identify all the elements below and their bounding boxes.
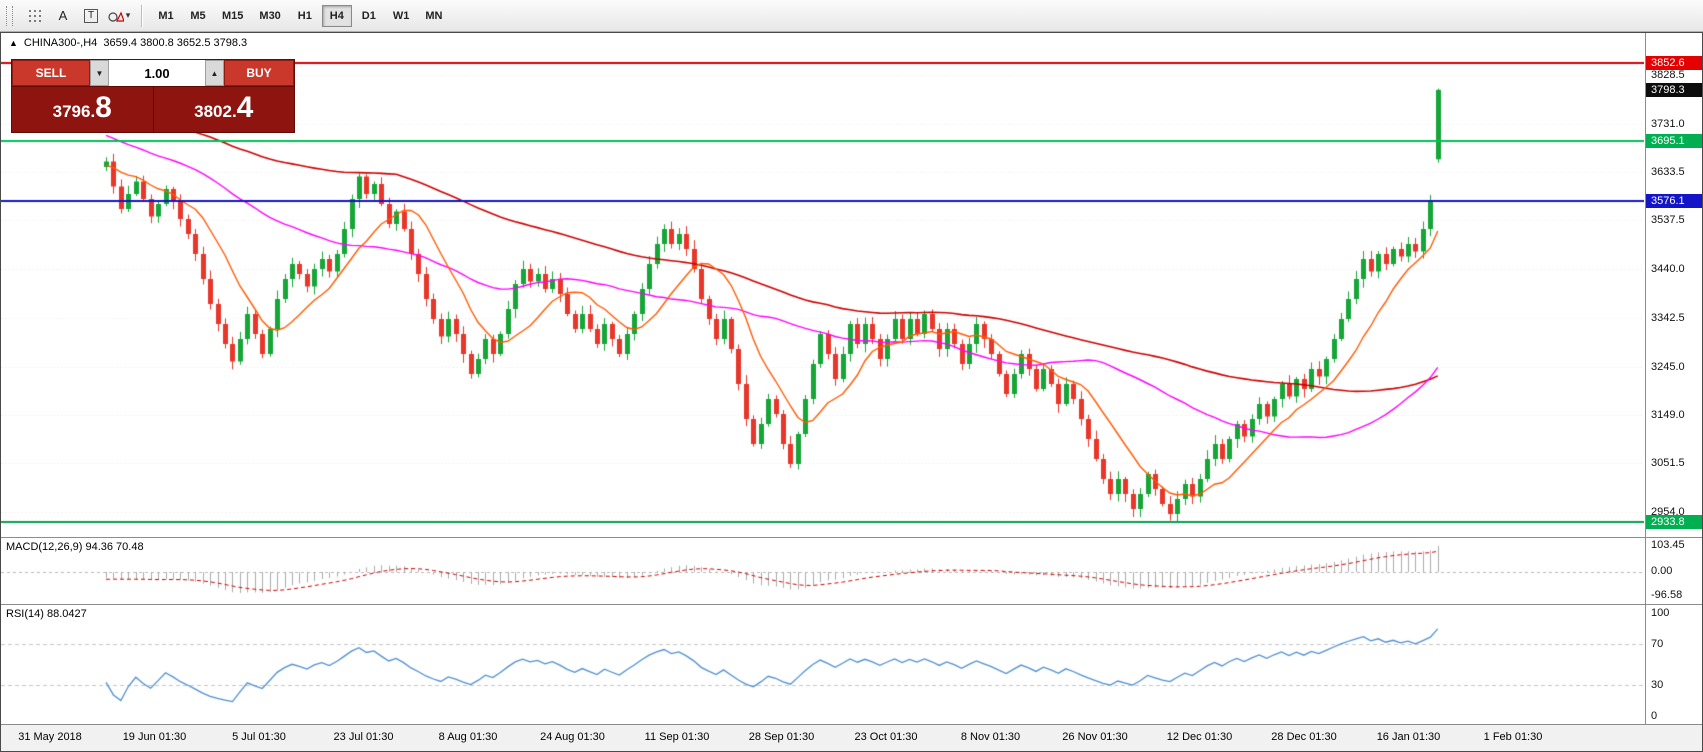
price-tick: 3149.0	[1651, 408, 1685, 421]
time-label: 16 Jan 01:30	[1376, 731, 1441, 743]
price-tick: 3440.0	[1651, 263, 1685, 275]
grid-pattern-icon	[29, 9, 41, 22]
time-label: 8 Aug 01:30	[438, 731, 498, 743]
sell-price-big-digit: 8	[95, 91, 112, 124]
chevron-up-icon: ▲	[210, 68, 219, 78]
chart-window: ▲ CHINA300-,H4 3659.4 3800.8 3652.5 3798…	[0, 32, 1703, 752]
buy-price[interactable]: 3802. 4	[154, 87, 295, 132]
timeframe-button-m5[interactable]: M5	[183, 5, 213, 27]
time-label: 28 Dec 01:30	[1271, 731, 1337, 743]
shapes-tool-button[interactable]: ▾	[106, 4, 132, 28]
rsi-label: RSI(14) 88.0427	[6, 608, 87, 620]
grid-pattern-tool-button[interactable]	[22, 4, 48, 28]
time-label: 28 Sep 01:30	[748, 731, 815, 743]
rsi-axis: 100 70 30 0	[1645, 605, 1702, 724]
sell-price[interactable]: 3796. 8	[12, 87, 153, 132]
macd-label: MACD(12,26,9) 94.36 70.48	[6, 541, 144, 553]
time-label: 24 Aug 01:30	[540, 731, 605, 743]
timeframe-button-m30[interactable]: M30	[252, 5, 287, 27]
chevron-down-icon: ▾	[125, 10, 131, 20]
rsi-tick: 0	[1651, 710, 1658, 722]
time-label: 8 Nov 01:30	[960, 731, 1021, 743]
volume-decrease-button[interactable]: ▼	[90, 60, 109, 86]
sell-price-main: 3796.	[52, 102, 96, 121]
time-label: 11 Sep 01:30	[644, 731, 710, 743]
macd-tick: 0.00	[1651, 565, 1673, 577]
price-tick: 3342.5	[1651, 311, 1685, 324]
time-axis[interactable]: 31 May 2018 19 Jun 01:30 5 Jul 01:30 23 Jul…	[1, 725, 1702, 751]
timeframe-button-h1[interactable]: H1	[290, 5, 320, 27]
price-badge: 3852.6	[1646, 55, 1702, 70]
rsi-chart-canvas[interactable]	[1, 605, 1644, 724]
timeframe-button-h4[interactable]: H4	[321, 4, 352, 27]
price-tick: 3051.5	[1651, 457, 1685, 470]
text-label-tool-button[interactable]: A	[50, 4, 76, 28]
trade-panel-divider	[152, 87, 154, 132]
timeframe-button-group: M1 M5 M15 M30 H1 H4 D1 W1 MN	[151, 4, 449, 27]
price-badge: 3576.1	[1646, 193, 1702, 208]
time-label: 1 Feb 01:30	[1483, 731, 1543, 743]
timeframe-button-m1[interactable]: M1	[151, 5, 181, 27]
buy-price-big-digit: 4	[236, 91, 254, 124]
time-label: 23 Jul 01:30	[333, 731, 394, 743]
time-label: 12 Dec 01:30	[1166, 731, 1233, 743]
macd-tick: 103.45	[1651, 539, 1685, 551]
timeframe-button-mn[interactable]: MN	[418, 5, 449, 27]
toolbar-separator	[141, 4, 142, 27]
trade-panel-price-row: 3796. 8 3802. 4	[12, 86, 294, 132]
volume-increase-button[interactable]: ▲	[205, 60, 224, 86]
price-tick: 3633.5	[1651, 166, 1685, 179]
price-tick: 3245.0	[1651, 360, 1685, 373]
toolbar: A T ▾ M1 M5 M15 M30 H1 H4 D1 W1 MN	[0, 0, 1703, 32]
price-tick: 2954.0	[1651, 506, 1685, 518]
symbol-ohlc-text: CHINA300-,H4 3659.4 3800.8 3652.5 3798.3	[23, 37, 248, 49]
time-label: 23 Oct 01:30	[854, 731, 918, 743]
rsi-tick: 30	[1651, 679, 1664, 691]
trade-panel-top-row: SELL ▼ ▲ BUY	[12, 60, 294, 86]
price-tick: 3828.5	[1651, 68, 1685, 81]
price-chart-panel: ▲ CHINA300-,H4 3659.4 3800.8 3652.5 3798…	[1, 33, 1702, 538]
price-tick: 3537.5	[1651, 214, 1685, 227]
boxed-t-icon: T	[84, 8, 98, 23]
volume-input[interactable]	[109, 60, 205, 86]
macd-panel: MACD(12,26,9) 94.36 70.48 103.45 0.00 -96.…	[1, 538, 1702, 605]
timeframe-button-m15[interactable]: M15	[215, 5, 250, 27]
price-tick: 3731.0	[1651, 117, 1685, 130]
text-tool-button[interactable]: T	[78, 4, 104, 28]
letter-a-icon: A	[58, 8, 68, 23]
price-axis[interactable]: 3828.5 3731.0 3633.5 3537.5 3440.0 3342.5 3245…	[1645, 33, 1702, 537]
buy-button[interactable]: BUY	[224, 60, 294, 86]
rsi-tick: 70	[1651, 638, 1664, 650]
macd-tick: -96.58	[1651, 589, 1683, 601]
sell-button[interactable]: SELL	[12, 60, 90, 86]
price-badge: 3695.1	[1646, 134, 1702, 149]
timeframe-button-d1[interactable]: D1	[354, 5, 384, 27]
time-label: 5 Jul 01:30	[232, 731, 286, 743]
one-click-trade-panel: SELL ▼ ▲ BUY 3796. 8 3802. 4	[11, 59, 295, 133]
rsi-tick: 100	[1651, 607, 1670, 619]
rsi-panel: RSI(14) 88.0427 100 70 30 0	[1, 605, 1702, 725]
buy-price-main: 3802.	[194, 102, 237, 121]
price-badge: 2933.8	[1646, 515, 1702, 530]
trade-panel-toggle-icon[interactable]: ▲	[9, 37, 18, 48]
chevron-down-icon: ▼	[95, 68, 104, 78]
symbol-info: ▲ CHINA300-,H4 3659.4 3800.8 3652.5 3798…	[9, 37, 247, 49]
toolbar-grip-handle[interactable]	[6, 5, 13, 26]
shapes-icon	[108, 11, 124, 22]
time-label: 26 Nov 01:30	[1062, 731, 1128, 743]
timeframe-button-w1[interactable]: W1	[386, 5, 417, 27]
time-label: 31 May 2018	[18, 731, 82, 743]
macd-chart-canvas[interactable]	[1, 538, 1644, 604]
time-label: 19 Jun 01:30	[122, 731, 187, 743]
price-badge: 3798.3	[1646, 82, 1702, 97]
macd-axis: 103.45 0.00 -96.58	[1645, 538, 1702, 604]
